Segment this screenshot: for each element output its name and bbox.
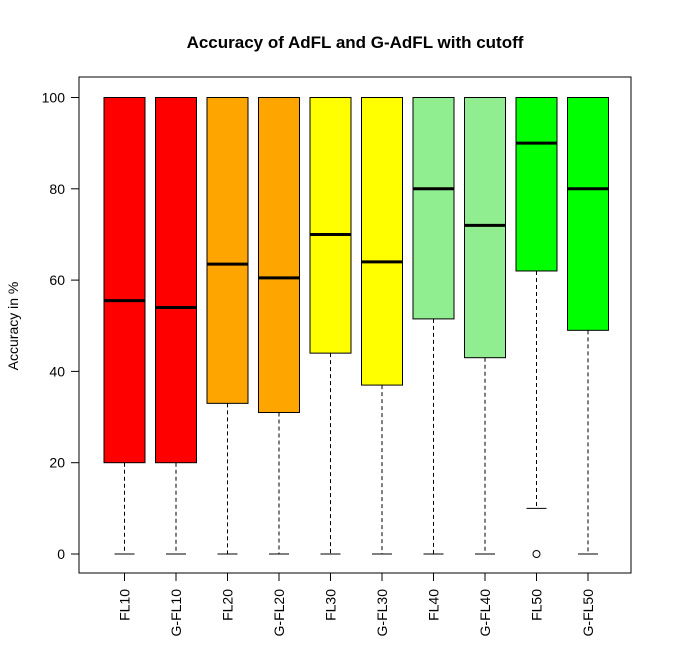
y-tick-label: 60 [49, 272, 65, 288]
y-tick-label: 80 [49, 181, 65, 197]
box-fl40 [412, 97, 455, 320]
x-tick-label: G-FL20 [271, 589, 287, 637]
box-g-fl20 [258, 97, 300, 413]
box-fl20 [206, 97, 249, 404]
x-tick-label: FL10 [117, 589, 133, 621]
y-tick-label: 20 [49, 455, 65, 471]
x-tick-label: G-FL30 [374, 589, 390, 637]
box-g-fl50 [567, 97, 609, 331]
y-axis-label: Accuracy in % [5, 282, 21, 371]
x-tick-label: G-FL10 [168, 589, 184, 637]
outlier-point [532, 550, 541, 558]
box-fl10 [103, 97, 146, 464]
box-g-fl30 [361, 97, 403, 386]
x-tick-label: FL30 [323, 589, 339, 621]
x-tick-label: FL50 [529, 589, 545, 621]
box-g-fl10 [155, 97, 197, 464]
box-g-fl40 [464, 97, 506, 359]
y-tick-label: 100 [42, 90, 66, 106]
x-tick-label: FL40 [426, 589, 442, 621]
x-tick-label: G-FL50 [580, 589, 596, 637]
x-tick-label: FL20 [220, 589, 236, 621]
chart-title: Accuracy of AdFL and G-AdFL with cutoff [187, 33, 524, 52]
x-tick-label: G-FL40 [477, 589, 493, 637]
y-tick-label: 40 [49, 363, 65, 379]
y-tick-label: 0 [57, 546, 65, 562]
box-fl30 [309, 97, 352, 354]
box-fl50 [515, 97, 558, 272]
